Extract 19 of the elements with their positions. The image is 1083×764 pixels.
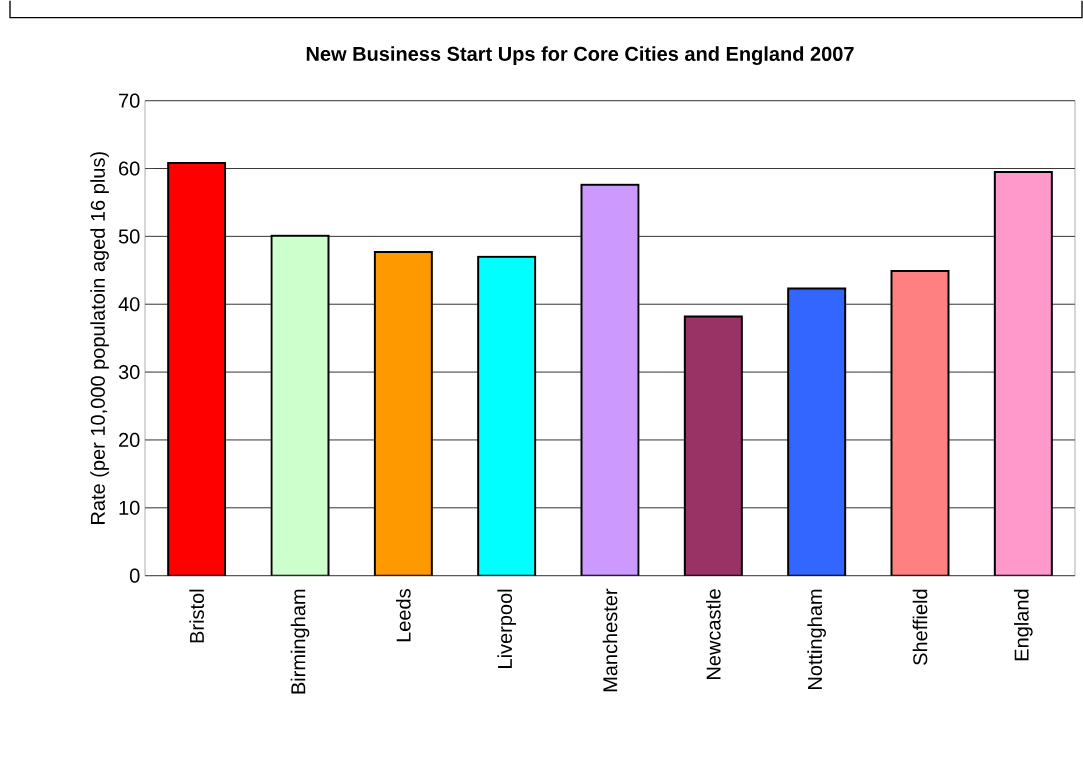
x-tick-label: England xyxy=(1014,589,1033,661)
y-tick-label: 60 xyxy=(119,161,140,176)
y-tick-label: 50 xyxy=(118,229,140,244)
x-tick-label: Liverpool xyxy=(497,589,516,669)
y-tick-label: 0 xyxy=(129,568,140,583)
x-tick-label: Leeds xyxy=(395,589,411,642)
x-tick-label: Nottingham xyxy=(807,589,826,690)
x-tick-label: Manchester xyxy=(602,588,618,692)
x-tick-label: Birmingham xyxy=(290,589,310,694)
x-tick-label: Sheffield xyxy=(912,589,928,666)
x-tick-label: Bristol xyxy=(189,589,205,643)
y-tick-label: 40 xyxy=(118,297,140,312)
y-axis-title: Rate (per 10,000 populatoin aged 16 plus) xyxy=(90,152,109,525)
y-tick-label: 70 xyxy=(119,93,140,108)
x-tick-label: Newcastle xyxy=(705,589,721,680)
y-tick-label: 30 xyxy=(118,365,140,380)
chart-title: New Business Start Ups for Core Cities and England 2007 xyxy=(306,46,854,66)
y-tick-label: 20 xyxy=(119,433,140,448)
y-tick-label: 10 xyxy=(119,500,140,516)
